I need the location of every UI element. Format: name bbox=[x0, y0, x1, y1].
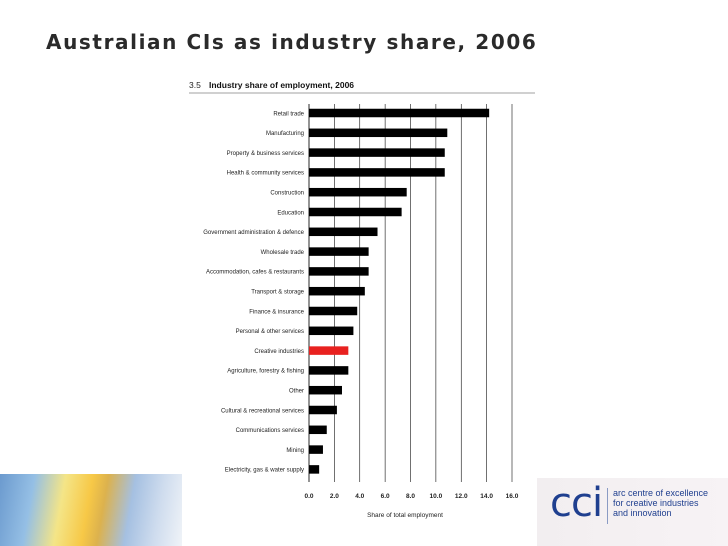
figure-number: 3.5 bbox=[189, 80, 201, 90]
decorative-banner-left bbox=[0, 474, 182, 546]
logo-divider bbox=[607, 488, 608, 524]
category-label: Construction bbox=[270, 191, 304, 197]
bar bbox=[309, 128, 448, 138]
bar bbox=[309, 306, 358, 316]
bar bbox=[309, 207, 402, 217]
category-label: Accommodation, cafes & restaurants bbox=[206, 270, 304, 276]
category-label: Manufacturing bbox=[266, 131, 304, 137]
bar bbox=[309, 445, 323, 454]
bar bbox=[309, 405, 337, 415]
bar-highlighted bbox=[309, 346, 349, 355]
category-label: Personal & other services bbox=[236, 329, 304, 335]
chart-title: Industry share of employment, 2006 bbox=[209, 80, 354, 90]
category-label: Wholesale trade bbox=[261, 250, 305, 256]
chart-figure: 3.5 Industry share of employment, 2006 R… bbox=[181, 76, 537, 522]
category-label: Mining bbox=[286, 448, 304, 454]
bar bbox=[309, 267, 369, 276]
bar bbox=[309, 187, 407, 197]
bar bbox=[309, 465, 320, 474]
x-tick-label: 14.0 bbox=[480, 493, 493, 500]
x-tick-label: 2.0 bbox=[330, 493, 339, 500]
category-label: Property & business services bbox=[227, 151, 304, 157]
category-label: Retail trade bbox=[273, 111, 304, 117]
bar bbox=[309, 326, 354, 336]
category-labels: Retail trade Manufacturing Property & busi… bbox=[203, 111, 304, 473]
bar bbox=[309, 385, 342, 395]
x-tick-label: 16.0 bbox=[506, 493, 519, 500]
slide-title: Australian CIs as industry share, 2006 bbox=[46, 30, 538, 54]
x-tick-label: 0.0 bbox=[304, 493, 313, 500]
category-label: Health & community services bbox=[227, 171, 304, 177]
logo-line: for creative industries bbox=[613, 498, 699, 508]
category-label: Communications services bbox=[236, 428, 304, 434]
x-tick-label: 10.0 bbox=[430, 493, 443, 500]
logo-panel bbox=[537, 478, 728, 546]
bar bbox=[309, 247, 369, 256]
category-label: Electricity, gas & water supply bbox=[225, 468, 304, 474]
x-tick-label: 6.0 bbox=[381, 493, 390, 500]
category-label: Transport & storage bbox=[251, 290, 304, 296]
category-label: Education bbox=[277, 210, 304, 216]
category-label: Other bbox=[289, 389, 304, 395]
bar-chart: 3.5 Industry share of employment, 2006 R… bbox=[189, 80, 535, 519]
logo-text: arc centre of excellence for creative in… bbox=[613, 488, 725, 518]
x-axis-label: Share of total employment bbox=[367, 512, 443, 519]
cci-logo: cci bbox=[550, 480, 603, 526]
x-tick-label: 12.0 bbox=[455, 493, 468, 500]
x-tick-label: 4.0 bbox=[355, 493, 364, 500]
category-label: Government administration & defence bbox=[203, 230, 304, 236]
x-tick-labels: 0.0 2.0 4.0 6.0 8.0 10.0 12.0 14.0 16.0 bbox=[304, 493, 518, 500]
category-label: Agriculture, forestry & fishing bbox=[227, 369, 304, 375]
category-label: Creative industries bbox=[254, 349, 304, 355]
bars bbox=[309, 108, 490, 474]
category-label: Finance & insurance bbox=[249, 309, 304, 315]
bar bbox=[309, 366, 349, 375]
bar bbox=[309, 168, 445, 177]
bar bbox=[309, 108, 490, 118]
category-label: Cultural & recreational services bbox=[221, 408, 304, 414]
bar bbox=[309, 425, 327, 435]
x-tick-label: 8.0 bbox=[406, 493, 415, 500]
logo-line: arc centre of excellence bbox=[613, 488, 709, 498]
logo-line: and innovation bbox=[613, 508, 672, 518]
bar bbox=[309, 227, 378, 237]
bar bbox=[309, 286, 365, 296]
bar bbox=[309, 148, 445, 157]
chart-gridlines bbox=[308, 104, 513, 482]
